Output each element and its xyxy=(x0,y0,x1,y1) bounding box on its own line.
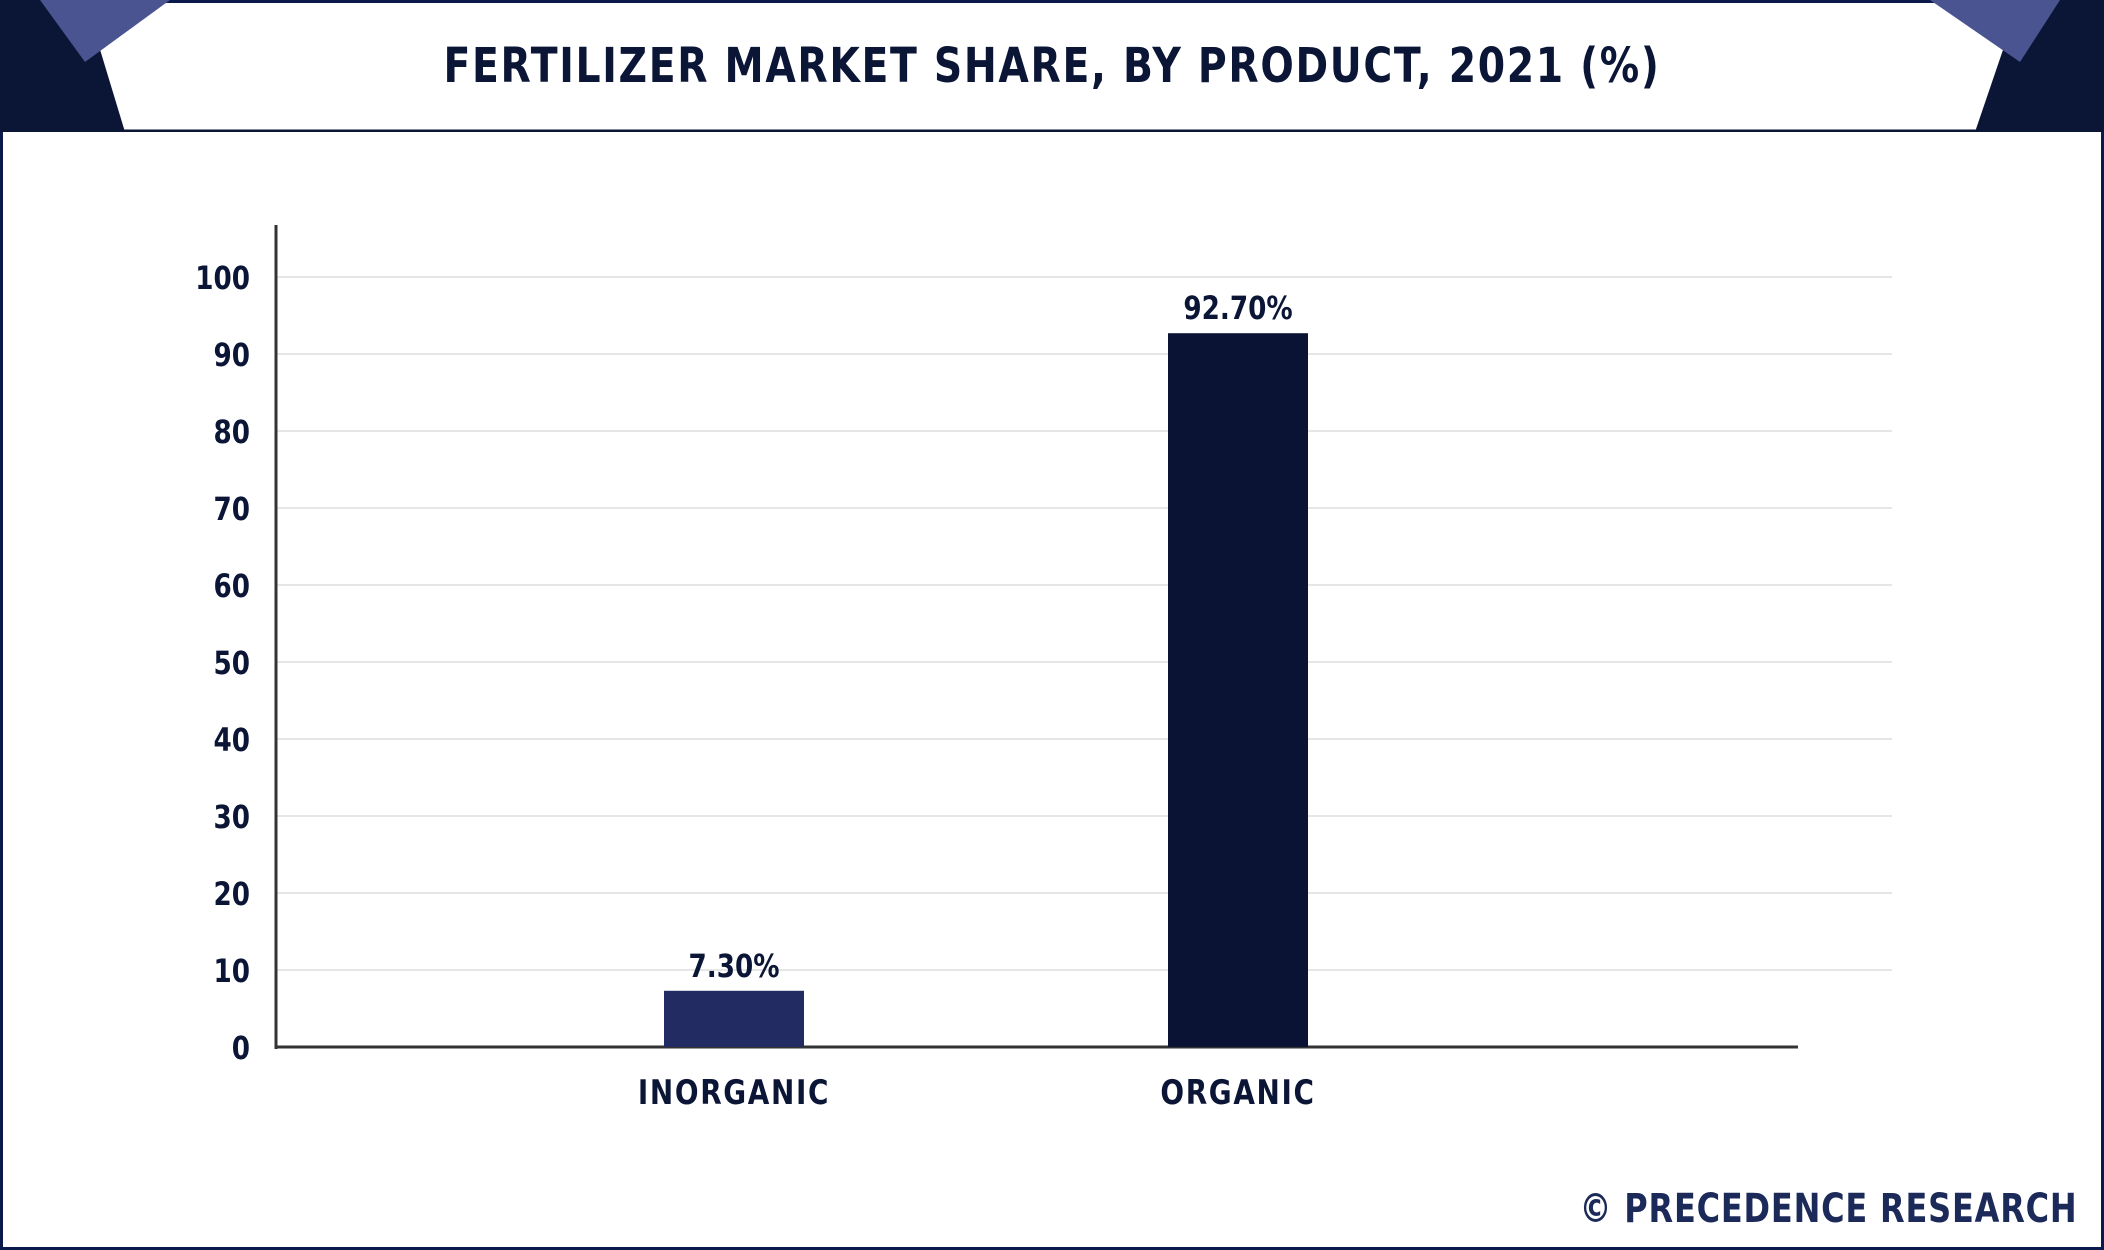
y-tick-label: 90 xyxy=(213,336,250,373)
y-tick-label: 50 xyxy=(213,644,250,681)
y-tick-label: 10 xyxy=(213,952,250,989)
chart-header: FERTILIZER MARKET SHARE, BY PRODUCT, 202… xyxy=(0,0,2104,132)
header-left-accent xyxy=(40,0,170,62)
bar-organic xyxy=(1168,333,1308,1048)
y-tick-label: 20 xyxy=(213,875,250,912)
y-tick-label: 60 xyxy=(213,567,250,604)
x-category-label: INORGANIC xyxy=(638,1073,830,1112)
y-tick-label: 70 xyxy=(213,490,250,527)
header-decoration xyxy=(0,0,2104,132)
publisher-watermark: © PRECEDENCE RESEARCH xyxy=(1579,1186,2078,1232)
y-tick-label: 0 xyxy=(232,1029,250,1066)
bar-inorganic xyxy=(664,990,804,1047)
y-tick-label: 80 xyxy=(213,413,250,450)
x-category-label: ORGANIC xyxy=(1160,1073,1315,1112)
header-right-corner xyxy=(1975,0,2104,132)
y-tick-label: 30 xyxy=(213,798,250,835)
y-tick-label: 100 xyxy=(195,259,250,296)
header-right-accent xyxy=(1930,0,2060,62)
y-tick-label: 40 xyxy=(213,721,250,758)
chart-title: FERTILIZER MARKET SHARE, BY PRODUCT, 202… xyxy=(443,38,1661,94)
data-label: 7.30% xyxy=(688,947,779,984)
data-label: 92.70% xyxy=(1183,290,1292,327)
